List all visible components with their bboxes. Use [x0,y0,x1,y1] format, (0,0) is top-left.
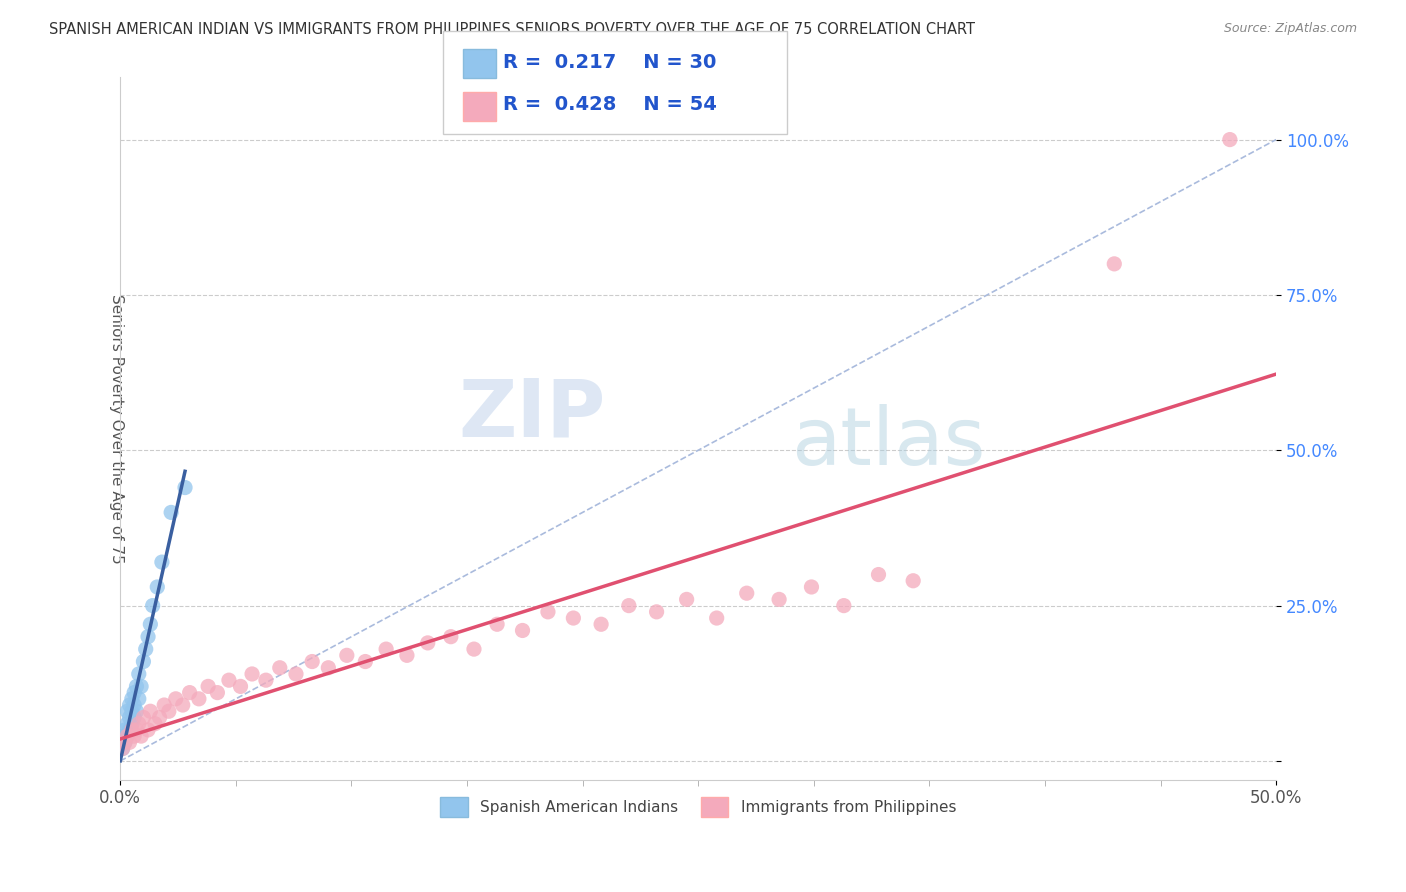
Point [114,723,136,737]
Point [136,630,159,644]
Point [121,716,143,731]
Point [128,716,150,731]
Point [675,592,697,607]
Point [207,685,229,699]
Point [153,698,176,712]
Point [645,605,668,619]
Point [115,704,138,718]
Point [118,735,141,749]
Point [115,729,138,743]
Point [269,661,291,675]
Point [118,710,141,724]
Point [174,481,197,495]
Point [129,729,152,743]
Point [562,611,585,625]
Point [146,580,169,594]
Point [197,680,219,694]
Point [122,710,145,724]
Point [157,704,180,718]
Point [132,655,155,669]
Point [149,710,172,724]
Point [301,655,323,669]
Point [254,673,277,688]
Point [336,648,359,663]
Point [172,698,194,712]
Point [111,741,134,756]
Point [768,592,790,607]
Point [512,624,534,638]
Point [118,698,141,712]
Point [160,505,183,519]
Point [128,667,150,681]
Point [143,716,166,731]
Point [136,723,159,737]
Point [218,673,240,688]
Text: R =  0.217    N = 30: R = 0.217 N = 30 [503,54,717,72]
Point [537,605,560,619]
Point [132,710,155,724]
Point [354,655,377,669]
Point [114,735,136,749]
Point [735,586,758,600]
Point [229,680,252,694]
Point [150,555,173,569]
Text: atlas: atlas [790,403,986,482]
Point [115,729,138,743]
Point [115,716,138,731]
Point [135,642,157,657]
Point [128,691,150,706]
Point [416,636,439,650]
Point [139,704,162,718]
Point [591,617,613,632]
Text: R =  0.428    N = 54: R = 0.428 N = 54 [503,95,717,114]
Point [125,723,148,737]
Point [706,611,728,625]
Point [121,691,143,706]
Point [118,723,141,737]
Point [901,574,924,588]
Point [1219,132,1241,146]
Point [486,617,509,632]
Point [375,642,398,657]
Point [165,691,187,706]
Y-axis label: Seniors Poverty Over the Age of 75: Seniors Poverty Over the Age of 75 [110,293,124,564]
Point [617,599,640,613]
Point [114,735,136,749]
Point [125,680,148,694]
Point [121,704,143,718]
Point [122,685,145,699]
Point [285,667,308,681]
Point [240,667,263,681]
Point [440,630,463,644]
Point [395,648,418,663]
Point [179,685,201,699]
Point [1104,257,1126,271]
Point [832,599,855,613]
Point [463,642,485,657]
Point [142,599,165,613]
Point [121,723,143,737]
Point [111,741,134,756]
Point [187,691,209,706]
Point [868,567,890,582]
Text: SPANISH AMERICAN INDIAN VS IMMIGRANTS FROM PHILIPPINES SENIORS POVERTY OVER THE : SPANISH AMERICAN INDIAN VS IMMIGRANTS FR… [49,22,976,37]
Text: ZIP: ZIP [458,376,606,453]
Point [318,661,340,675]
Legend: Spanish American Indians, Immigrants from Philippines: Spanish American Indians, Immigrants fro… [433,789,965,824]
Point [800,580,823,594]
Point [122,729,145,743]
Point [122,698,145,712]
Point [129,680,152,694]
Point [139,617,162,632]
Point [125,704,148,718]
Point [111,729,134,743]
Text: Source: ZipAtlas.com: Source: ZipAtlas.com [1223,22,1357,36]
